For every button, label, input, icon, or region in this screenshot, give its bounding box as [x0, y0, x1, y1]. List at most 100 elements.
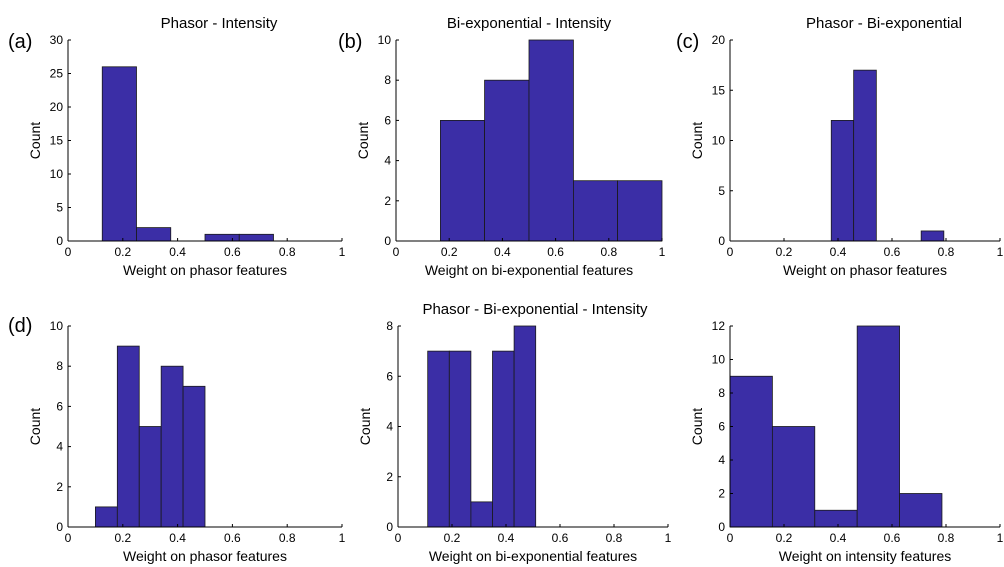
x-tick-label: 1 — [659, 245, 666, 259]
x-tick-label: 0.2 — [441, 245, 458, 259]
panel-e: 0 0.2 0.4 0.6 0.8 1 0 2 4 6 8 Weight on bi-exponent… — [357, 301, 672, 564]
x-tick-label: 0.8 — [606, 531, 623, 545]
histogram-bar — [470, 501, 493, 528]
x-tick-label: 0.4 — [494, 245, 511, 259]
panel-tag: (c) — [676, 31, 699, 53]
y-tick-label: 10 — [712, 353, 726, 367]
x-tick-label: 0.2 — [776, 245, 793, 259]
y-tick-label: 2 — [384, 194, 391, 208]
y-tick-label: 0 — [718, 234, 725, 248]
histogram-bar — [116, 345, 140, 528]
y-tick-label: 10 — [378, 33, 392, 47]
x-tick-label: 0.4 — [830, 531, 847, 545]
y-tick-label: 20 — [50, 100, 64, 114]
histogram-bar — [440, 120, 485, 242]
panel-title: Phasor - Bi-exponential — [806, 15, 962, 32]
y-tick-label: 15 — [50, 134, 64, 148]
x-tick-label: 0.8 — [938, 531, 955, 545]
histogram-bar — [830, 120, 855, 242]
y-tick-label: 6 — [56, 399, 63, 413]
y-tick-label: 12 — [712, 319, 726, 333]
histogram-bar — [513, 325, 537, 528]
x-tick-label: 0 — [727, 245, 734, 259]
x-tick-label: 0.6 — [884, 245, 901, 259]
x-axis-label: Weight on intensity features — [779, 548, 952, 564]
x-tick-label: 0.8 — [279, 245, 296, 259]
histogram-bar — [920, 230, 945, 242]
x-tick-label: 0 — [393, 245, 400, 259]
y-tick-label: 6 — [386, 369, 393, 383]
y-tick-label: 30 — [50, 33, 64, 47]
histogram-bar — [771, 426, 816, 528]
y-tick-label: 2 — [56, 480, 63, 494]
y-axis-label: Count — [27, 122, 43, 159]
histogram-bar — [729, 375, 773, 528]
histogram-bar — [182, 385, 206, 528]
panel-title: Phasor - Bi-exponential - Intensity — [422, 301, 648, 318]
y-tick-label: 4 — [384, 154, 391, 168]
y-axis-label: Count — [355, 122, 371, 159]
y-axis-label: Count — [689, 122, 705, 159]
panel-tag: (d) — [8, 315, 32, 337]
histogram-bar — [853, 69, 877, 242]
y-tick-label: 10 — [50, 167, 64, 181]
panel-tag: (a) — [8, 31, 32, 53]
y-tick-label: 10 — [50, 319, 64, 333]
x-tick-label: 0.6 — [552, 531, 569, 545]
x-tick-label: 0.4 — [830, 245, 847, 259]
y-tick-label: 0 — [56, 234, 63, 248]
y-tick-label: 2 — [386, 470, 393, 484]
y-tick-label: 0 — [718, 520, 725, 534]
y-tick-label: 5 — [718, 184, 725, 198]
histogram-bar — [95, 506, 118, 528]
histogram-bar — [528, 39, 574, 242]
y-axis-label: Count — [27, 408, 43, 445]
y-tick-label: 10 — [712, 134, 726, 148]
x-tick-label: 0.2 — [114, 245, 131, 259]
histogram-bar — [204, 233, 240, 242]
x-tick-label: 0.8 — [279, 531, 296, 545]
y-tick-label: 8 — [384, 73, 391, 87]
x-tick-label: 0 — [395, 531, 402, 545]
y-tick-label: 6 — [718, 420, 725, 434]
y-tick-label: 4 — [386, 420, 393, 434]
x-tick-label: 1 — [665, 531, 672, 545]
y-tick-label: 8 — [386, 319, 393, 333]
x-tick-label: 1 — [997, 245, 1004, 259]
x-axis-label: Weight on phasor features — [123, 548, 287, 564]
y-tick-label: 0 — [384, 234, 391, 248]
histogram-bar — [617, 180, 663, 242]
x-tick-label: 0.2 — [114, 531, 131, 545]
histogram-bar — [427, 350, 450, 528]
y-tick-label: 8 — [56, 359, 63, 373]
histogram-bar — [448, 350, 472, 528]
x-tick-label: 0.2 — [444, 531, 461, 545]
x-tick-label: 1 — [339, 245, 346, 259]
x-tick-label: 0.6 — [224, 531, 241, 545]
y-tick-label: 15 — [712, 83, 726, 97]
y-tick-label: 4 — [718, 453, 725, 467]
x-tick-label: 0.8 — [938, 245, 955, 259]
y-tick-label: 4 — [56, 440, 63, 454]
x-tick-label: 0.2 — [776, 531, 793, 545]
histogram-bar — [814, 509, 858, 528]
x-tick-label: 1 — [339, 531, 346, 545]
histogram-bar — [573, 180, 618, 242]
histogram-bar — [484, 79, 530, 242]
histogram-bar — [492, 350, 515, 528]
panel-title: Bi-exponential - Intensity — [447, 15, 612, 32]
histogram-bar — [160, 365, 184, 528]
x-axis-label: Weight on bi-exponential features — [425, 262, 633, 278]
y-axis-label: Count — [689, 408, 705, 445]
y-tick-label: 0 — [56, 520, 63, 534]
y-tick-label: 25 — [50, 67, 64, 81]
x-tick-label: 0.6 — [547, 245, 564, 259]
x-tick-label: 1 — [997, 531, 1004, 545]
histogram-bar — [899, 493, 943, 528]
